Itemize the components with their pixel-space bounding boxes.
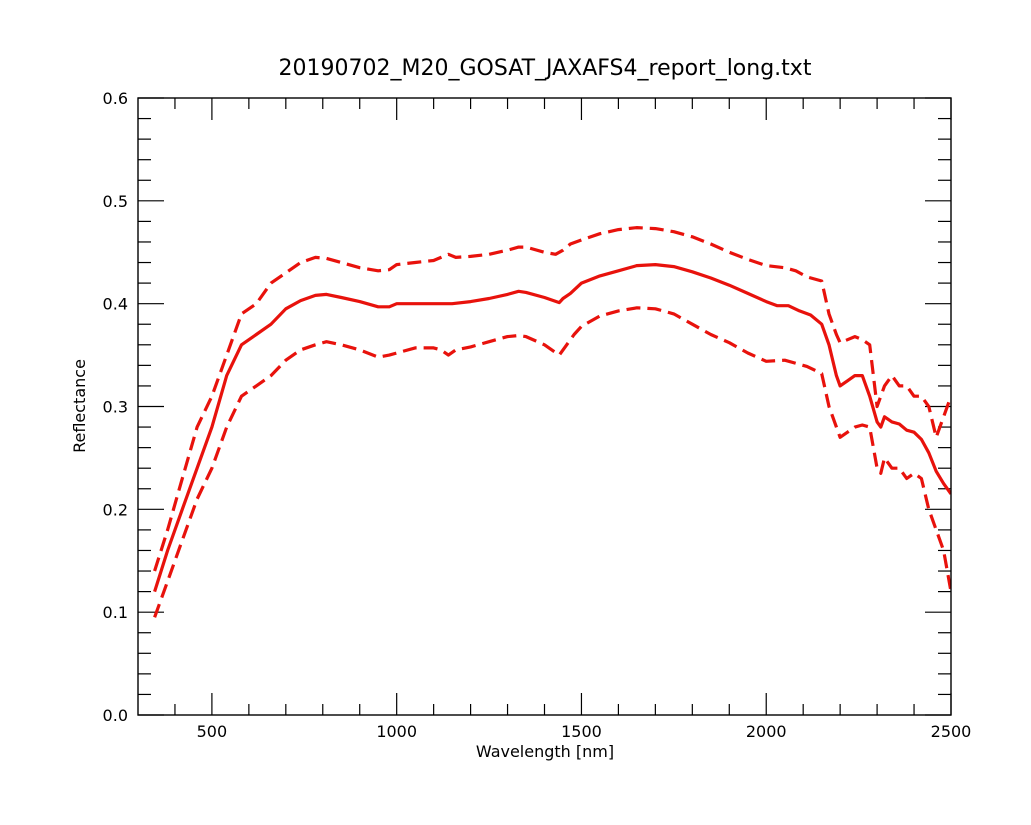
y-tick-label: 0.5: [103, 192, 128, 211]
y-tick-label: 0.0: [103, 706, 128, 725]
plot-frame: [137, 97, 952, 716]
tick-labels: 500 1000 1500 2000 2500 0.0 0.1 0.2 0.3 0.4 0.5 0.6: [103, 89, 972, 741]
y-tick-label: 0.2: [103, 500, 128, 519]
y-tick-label: 0.3: [103, 398, 128, 417]
y-tick-label: 0.4: [103, 295, 128, 314]
x-axis-label: Wavelength [nm]: [476, 742, 614, 761]
x-tick-label: 2000: [746, 722, 787, 741]
y-tick-label: 0.6: [103, 89, 128, 108]
y-tick-label: 0.1: [103, 603, 128, 622]
chart-title: 20190702_M20_GOSAT_JAXAFS4_report_long.t…: [279, 56, 812, 81]
series-group: [153, 226, 951, 618]
series-line-2-solid: [153, 263, 951, 593]
x-tick-label: 1500: [561, 722, 602, 741]
x-tick-label: 1000: [376, 722, 417, 741]
series-line-3-dashed: [153, 306, 951, 618]
y-axis-label: Reflectance: [70, 359, 89, 453]
x-tick-label: 2500: [931, 722, 972, 741]
series-line-1-dashed: [153, 226, 951, 572]
x-tick-label: 500: [197, 722, 228, 741]
axis-ticks: [138, 97, 952, 716]
